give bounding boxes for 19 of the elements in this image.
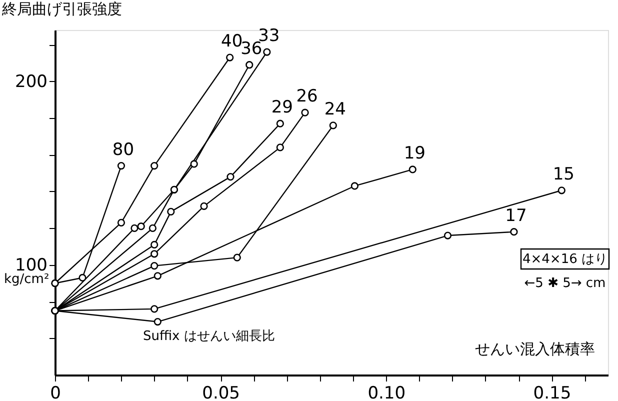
annotation: 4×4×16 はり [522,252,608,267]
series-label: 19 [404,143,426,164]
series-label: 26 [296,86,318,107]
series-label: 80 [112,140,134,160]
series-label: 15 [552,164,574,184]
series-label: 17 [505,206,527,226]
y-axis-title: 終局曲げ引張強度 [1,0,122,18]
x-tick-label: 0.05 [202,384,240,401]
annotation: ←5 ✱ 5→ cm [524,276,606,291]
text: kg/cm² [4,272,50,287]
series-label: 24 [324,99,346,120]
series-label: 40 [221,32,243,52]
series-label: 29 [271,98,293,118]
x-tick-label: 0.15 [533,384,572,401]
x-tick-label: 0.10 [368,384,406,401]
x-axis-title: せんい混入体積率 [475,340,595,358]
y-tick-label: 200 [15,72,48,92]
annotation: Suffix はせんい細長比 [143,329,275,344]
x-tick-label: 0 [50,384,61,401]
